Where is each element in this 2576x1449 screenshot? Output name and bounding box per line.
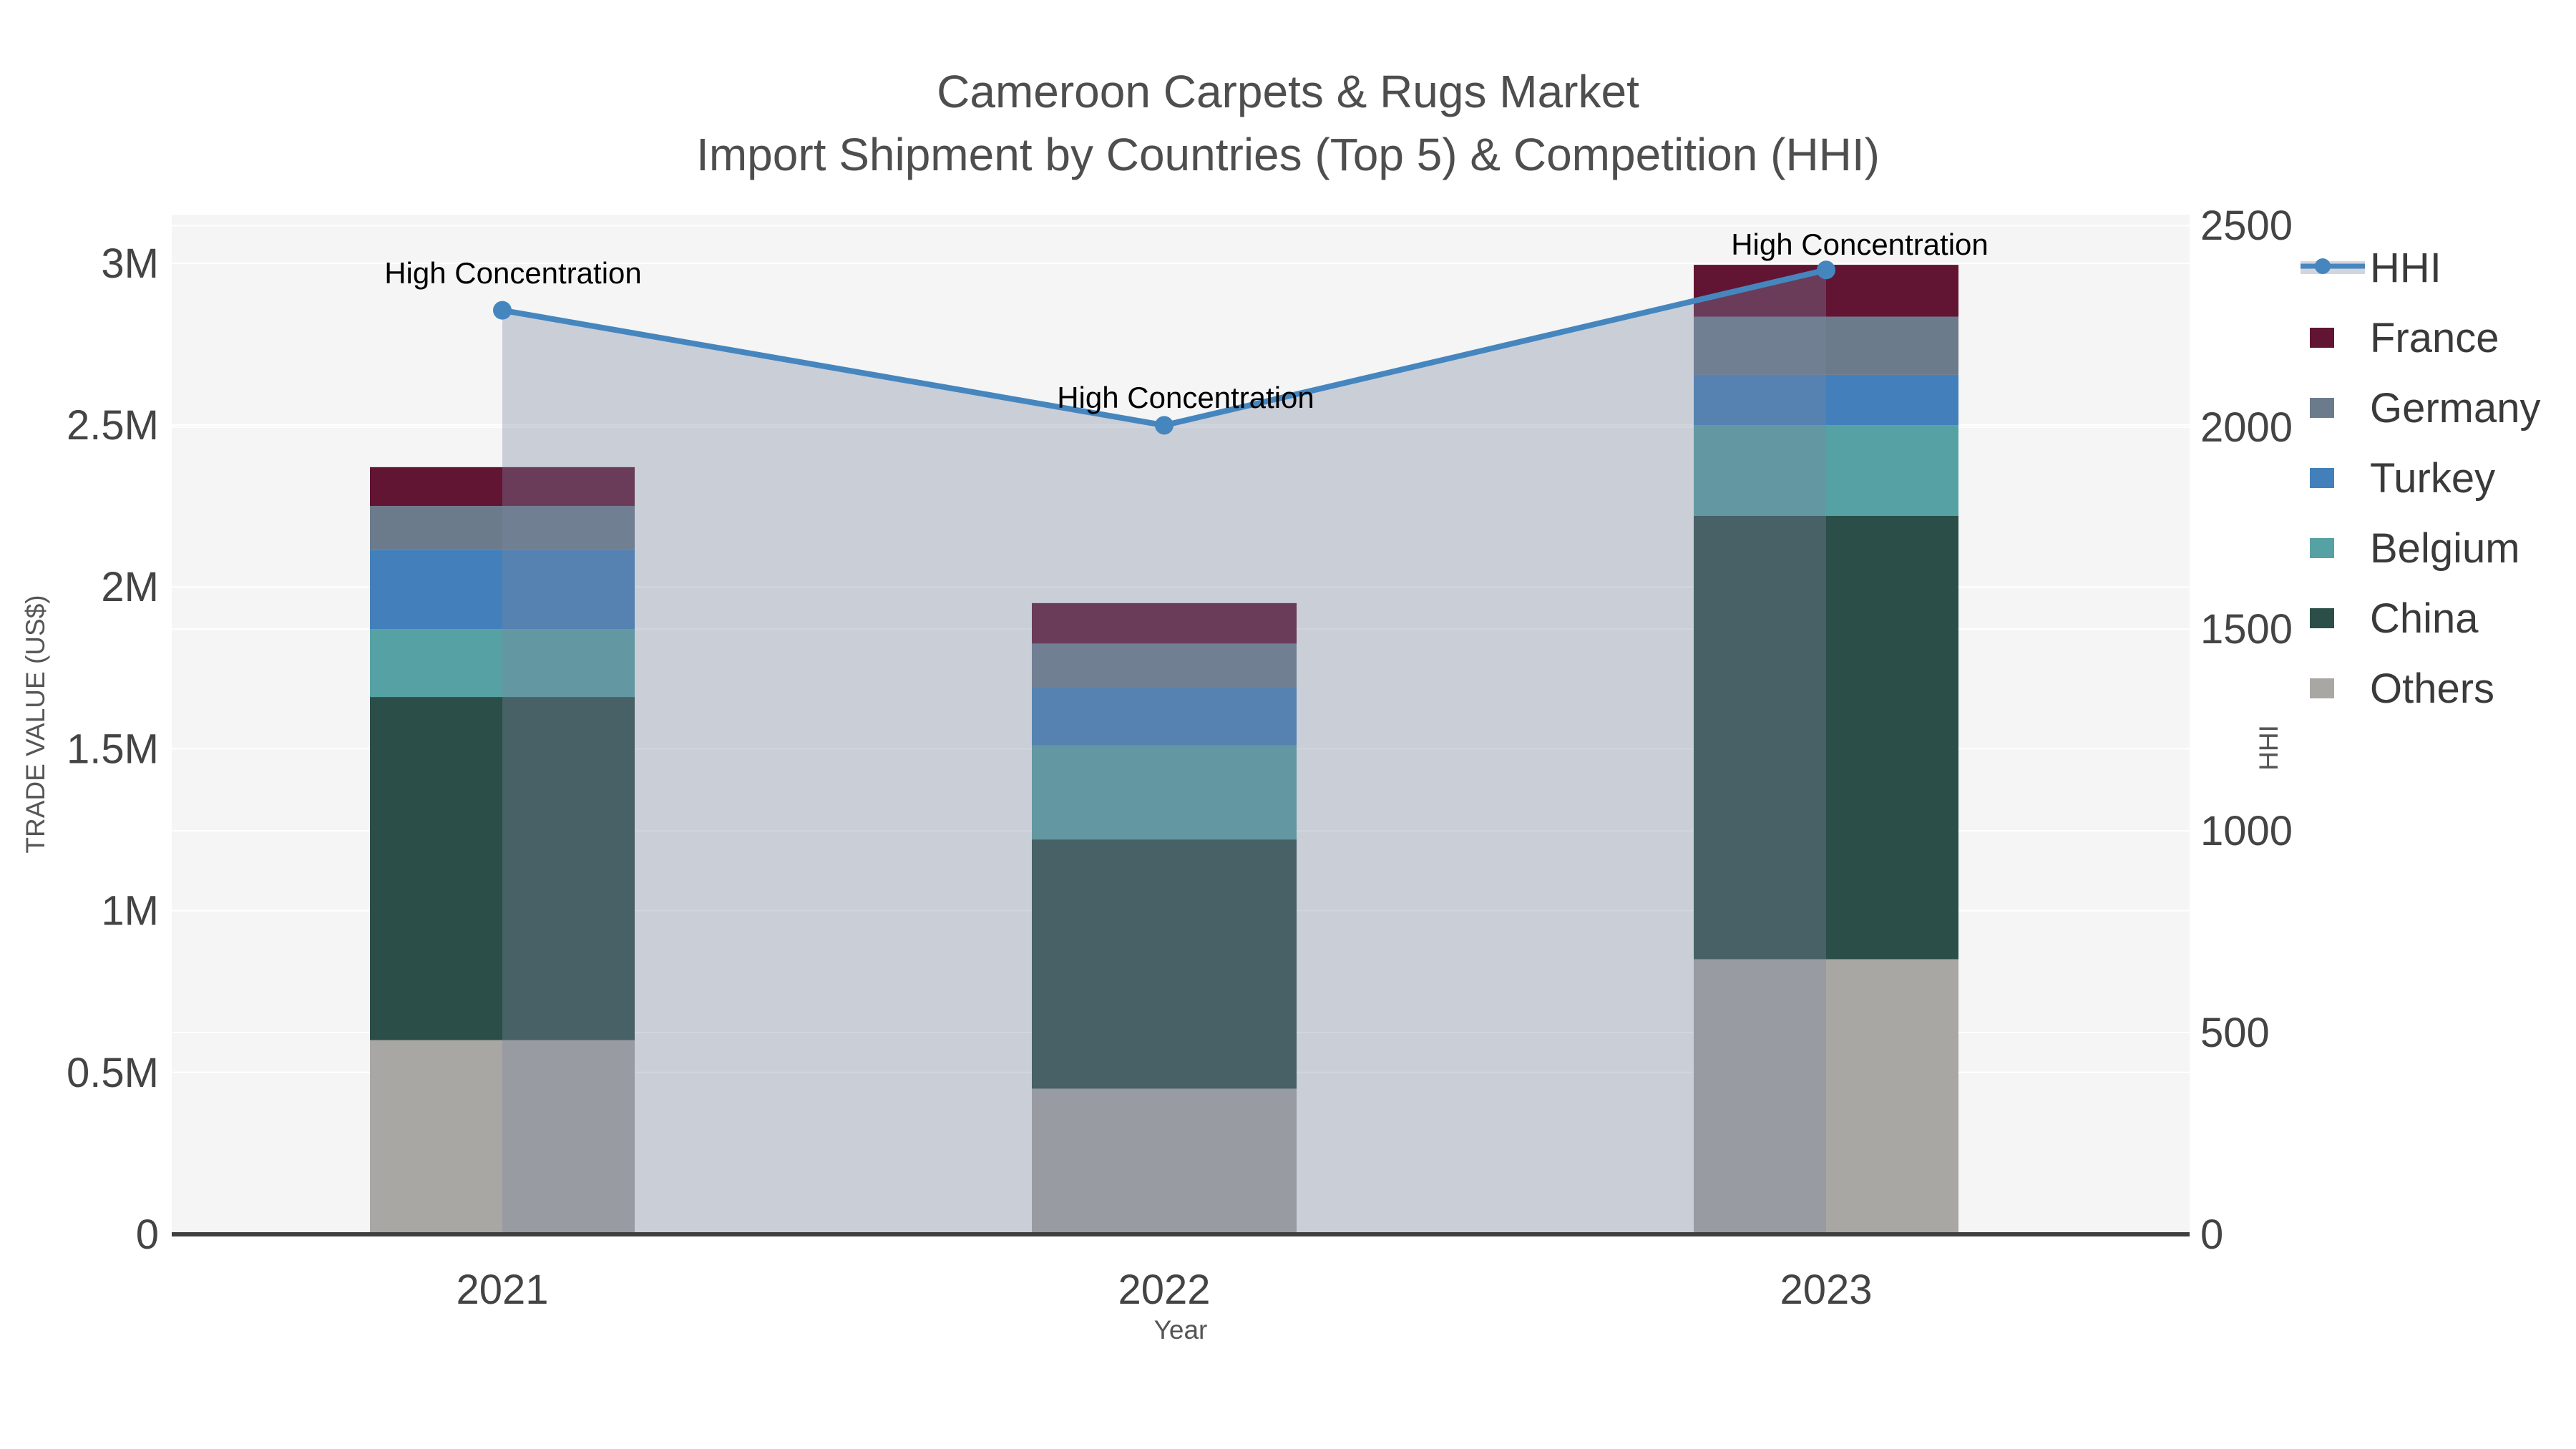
bar-segment-belgium-2022[interactable] bbox=[1032, 745, 1297, 840]
bar-segment-others-2022[interactable] bbox=[1032, 1088, 1297, 1234]
x-axis-title: Year bbox=[1154, 1315, 1208, 1345]
hhi-line bbox=[493, 260, 1835, 435]
y-left-tick-label: 1.5M bbox=[67, 726, 159, 772]
bar-segment-turkey-2021[interactable] bbox=[370, 550, 635, 630]
chart-title-line1: Cameroon Carpets & Rugs Market bbox=[937, 66, 1639, 117]
bar-segment-germany-2021[interactable] bbox=[370, 506, 635, 550]
y-left-tick-label: 0 bbox=[136, 1211, 159, 1258]
legend-swatch-germany bbox=[2310, 398, 2334, 418]
x-tick-label-2022: 2022 bbox=[1118, 1267, 1210, 1313]
bar-segment-others-2021[interactable] bbox=[370, 1040, 635, 1234]
chart-title-line2: Import Shipment by Countries (Top 5) & C… bbox=[696, 129, 1880, 180]
y-right-tick-label: 2000 bbox=[2200, 404, 2293, 451]
legend-item-turkey[interactable]: Turkey bbox=[2310, 455, 2495, 502]
y-right-tick-label: 0 bbox=[2200, 1211, 2223, 1258]
hhi-marker-2021[interactable] bbox=[493, 301, 512, 320]
bar-segment-belgium-2021[interactable] bbox=[370, 629, 635, 698]
legend-swatch-turkey bbox=[2310, 468, 2334, 488]
bar-segment-china-2023[interactable] bbox=[1694, 515, 1958, 960]
y-right-tick-label: 500 bbox=[2200, 1010, 2270, 1056]
y-left-tick-label: 1M bbox=[101, 888, 159, 935]
hhi-area bbox=[502, 270, 1826, 1235]
annotation-high-concentration: High Concentration bbox=[384, 256, 642, 290]
legend-swatch-france bbox=[2310, 328, 2334, 348]
legend: HHI France Germany Turkey Belgium China Others bbox=[2301, 245, 2541, 712]
bar-segment-france-2021[interactable] bbox=[370, 467, 635, 507]
bar-segment-china-2022[interactable] bbox=[1032, 839, 1297, 1089]
bar-segment-belgium-2023[interactable] bbox=[1694, 425, 1958, 516]
x-tick-label-2021: 2021 bbox=[456, 1267, 548, 1313]
y-left-axis-title: TRADE VALUE (US$) bbox=[21, 595, 50, 853]
legend-label: Turkey bbox=[2370, 455, 2495, 502]
legend-label: Germany bbox=[2370, 385, 2541, 431]
legend-item-germany[interactable]: Germany bbox=[2310, 385, 2541, 431]
y-left-tick-label: 2.5M bbox=[67, 402, 159, 449]
y-right-tick-label: 1500 bbox=[2200, 606, 2293, 653]
legend-swatch-others bbox=[2310, 678, 2334, 698]
y-left-tick-label: 0.5M bbox=[67, 1050, 159, 1096]
annotation-high-concentration: High Concentration bbox=[1057, 381, 1314, 414]
bar-segment-germany-2022[interactable] bbox=[1032, 643, 1297, 688]
hhi-area-fill bbox=[502, 270, 1826, 1235]
bar-segment-others-2023[interactable] bbox=[1694, 959, 1958, 1234]
bar-segment-turkey-2023[interactable] bbox=[1694, 374, 1958, 426]
annotation-high-concentration: High Concentration bbox=[1731, 228, 1989, 261]
legend-hhi-marker-icon bbox=[2315, 258, 2331, 274]
legend-label: Others bbox=[2370, 665, 2494, 712]
bar-segment-france-2022[interactable] bbox=[1032, 602, 1297, 644]
legend-item-belgium[interactable]: Belgium bbox=[2310, 525, 2520, 572]
legend-item-france[interactable]: France bbox=[2310, 315, 2499, 361]
legend-label: France bbox=[2370, 315, 2499, 361]
bar-segment-turkey-2022[interactable] bbox=[1032, 687, 1297, 746]
y-right-tick-label: 1000 bbox=[2200, 808, 2293, 854]
legend-item-others[interactable]: Others bbox=[2310, 665, 2494, 712]
x-tick-label-2023: 2023 bbox=[1780, 1267, 1872, 1313]
x-axis-ticks: 2021 2022 2023 bbox=[456, 1267, 1872, 1313]
y-right-axis-title: HHI bbox=[2254, 725, 2283, 771]
bar-segment-germany-2023[interactable] bbox=[1694, 316, 1958, 375]
y-left-tick-label: 2M bbox=[101, 564, 159, 610]
legend-label: Belgium bbox=[2370, 525, 2520, 572]
stacked-bars bbox=[370, 265, 1958, 1234]
hhi-marker-2022[interactable] bbox=[1155, 416, 1174, 435]
annotations: High Concentration High Concentration High… bbox=[384, 228, 1989, 414]
hhi-marker-2023[interactable] bbox=[1817, 260, 1835, 280]
right-axis-ticks: 0 500 1000 1500 2000 2500 bbox=[2200, 203, 2293, 1258]
legend-label: China bbox=[2370, 595, 2479, 642]
bar-segment-china-2021[interactable] bbox=[370, 697, 635, 1040]
legend-label: HHI bbox=[2370, 245, 2441, 291]
y-left-tick-label: 3M bbox=[101, 240, 159, 287]
legend-swatch-china bbox=[2310, 608, 2334, 628]
y-right-tick-label: 2500 bbox=[2200, 203, 2293, 249]
legend-swatch-belgium bbox=[2310, 538, 2334, 558]
legend-item-hhi[interactable]: HHI bbox=[2301, 245, 2441, 291]
legend-item-china[interactable]: China bbox=[2310, 595, 2479, 642]
left-axis-ticks: 0 0.5M 1M 1.5M 2M 2.5M 3M bbox=[67, 240, 159, 1258]
